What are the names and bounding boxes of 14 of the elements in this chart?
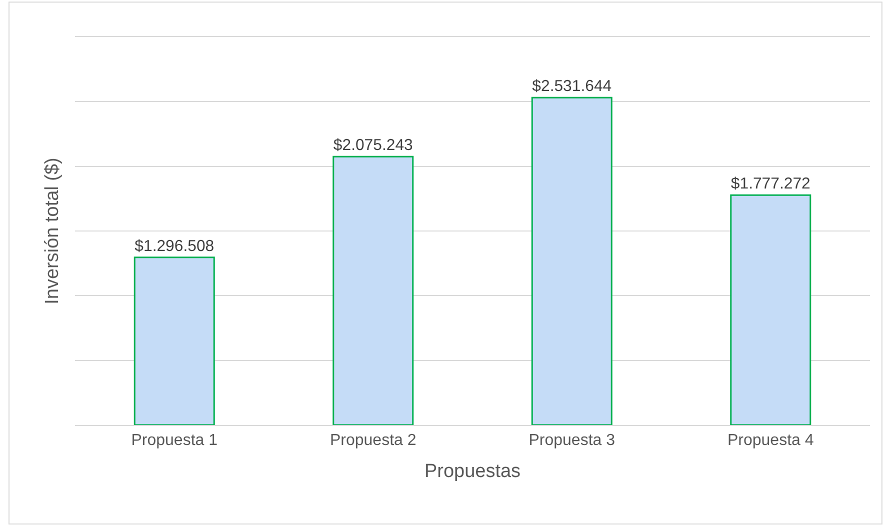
x-tick-label: Propuesta 2 [330, 432, 416, 450]
x-tick-label: Propuesta 1 [131, 432, 218, 450]
data-label: $1.296.508 [134, 238, 214, 255]
data-label: $2.531.644 [532, 78, 612, 96]
x-tick-label: Propuesta 4 [727, 432, 814, 450]
bar [134, 256, 215, 425]
bar [730, 194, 812, 425]
bar [531, 96, 612, 425]
data-label: $1.777.272 [730, 176, 811, 193]
bar [332, 156, 414, 425]
y-axis-title: Inversión total ($) [42, 158, 63, 304]
x-axis-title: Propuestas [424, 461, 521, 482]
data-label: $2.075.243 [333, 137, 414, 154]
x-tick-label: Propuesta 3 [528, 432, 616, 450]
